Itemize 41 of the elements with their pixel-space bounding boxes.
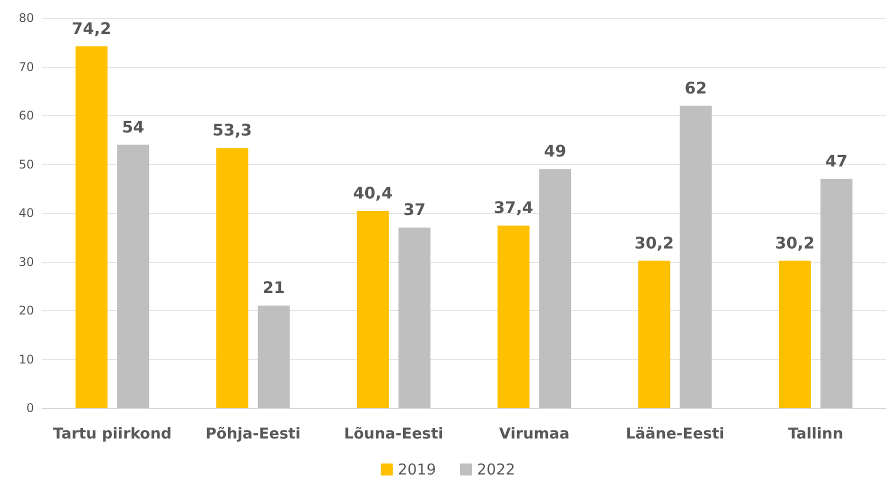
x-tick-label: Põhja-Eesti xyxy=(205,424,301,442)
legend-label: 2022 xyxy=(477,460,516,478)
data-label: 21 xyxy=(262,278,285,298)
data-label: 53,3 xyxy=(212,120,252,140)
bar xyxy=(76,46,108,408)
data-label: 40,4 xyxy=(353,184,393,203)
bar xyxy=(258,306,290,408)
bar xyxy=(820,178,852,408)
data-label: 74,2 xyxy=(72,18,112,38)
y-tick-label: 70 xyxy=(18,60,34,74)
bar xyxy=(398,228,430,408)
bar xyxy=(216,148,248,408)
bar xyxy=(680,106,712,408)
y-tick-label: 20 xyxy=(18,304,34,318)
x-tick-label: Tartu piirkond xyxy=(53,424,172,442)
x-tick-label: Virumaa xyxy=(499,424,570,442)
bar xyxy=(356,211,389,408)
bar xyxy=(117,144,150,408)
data-label: 30,2 xyxy=(775,233,815,252)
y-tick-label: 10 xyxy=(18,352,34,366)
y-tick-label: 60 xyxy=(18,108,34,122)
y-tick-label: 80 xyxy=(18,11,34,25)
y-tick-label: 40 xyxy=(18,206,34,220)
y-tick-label: 30 xyxy=(18,254,34,269)
bar xyxy=(778,260,811,408)
data-label: 37,4 xyxy=(494,198,534,218)
y-tick-label: 0 xyxy=(26,401,34,415)
bar xyxy=(498,226,530,408)
data-label: 62 xyxy=(684,78,707,98)
y-tick-label: 50 xyxy=(18,157,34,172)
x-tick-label: Lääne-Eesti xyxy=(626,424,724,442)
data-label: 30,2 xyxy=(634,233,674,252)
bar xyxy=(638,260,670,408)
x-tick-label: Tallinn xyxy=(788,424,844,442)
data-label: 49 xyxy=(544,142,566,161)
data-label: 47 xyxy=(825,151,848,170)
data-label: 54 xyxy=(122,117,144,136)
legend-label: 2019 xyxy=(398,460,436,478)
x-tick-label: Lõuna-Eesti xyxy=(344,424,444,442)
data-label: 37 xyxy=(403,200,426,220)
bar xyxy=(539,169,572,408)
